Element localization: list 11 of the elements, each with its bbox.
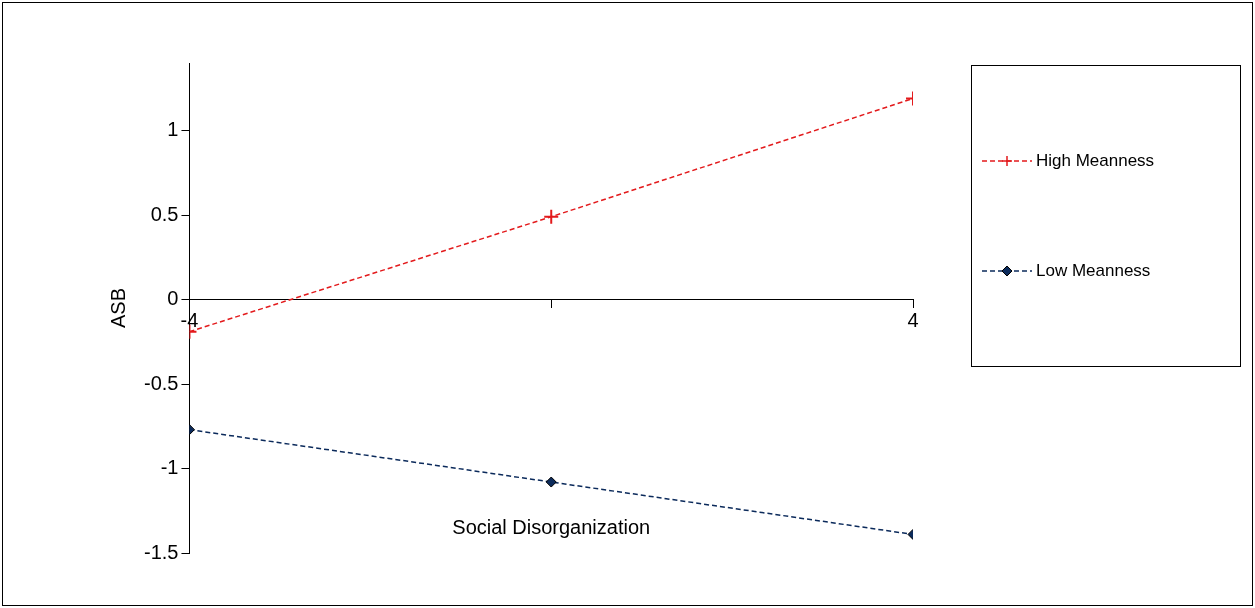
y-tick-label: 0.5 — [150, 202, 179, 225]
x-tick-label: 4 — [907, 309, 919, 332]
legend-label: Low Meanness — [1036, 261, 1151, 281]
y-tick-label: 0 — [167, 287, 179, 310]
y-tick-label: -1.5 — [143, 540, 179, 563]
x-axis-title: Social Disorganization — [452, 516, 651, 539]
y-axis-title: ASB — [106, 287, 129, 329]
legend-label: High Meanness — [1036, 151, 1155, 171]
y-tick-label: -0.5 — [143, 371, 179, 394]
y-tick-label: -1 — [160, 456, 179, 479]
y-tick-label: 1 — [167, 118, 179, 141]
